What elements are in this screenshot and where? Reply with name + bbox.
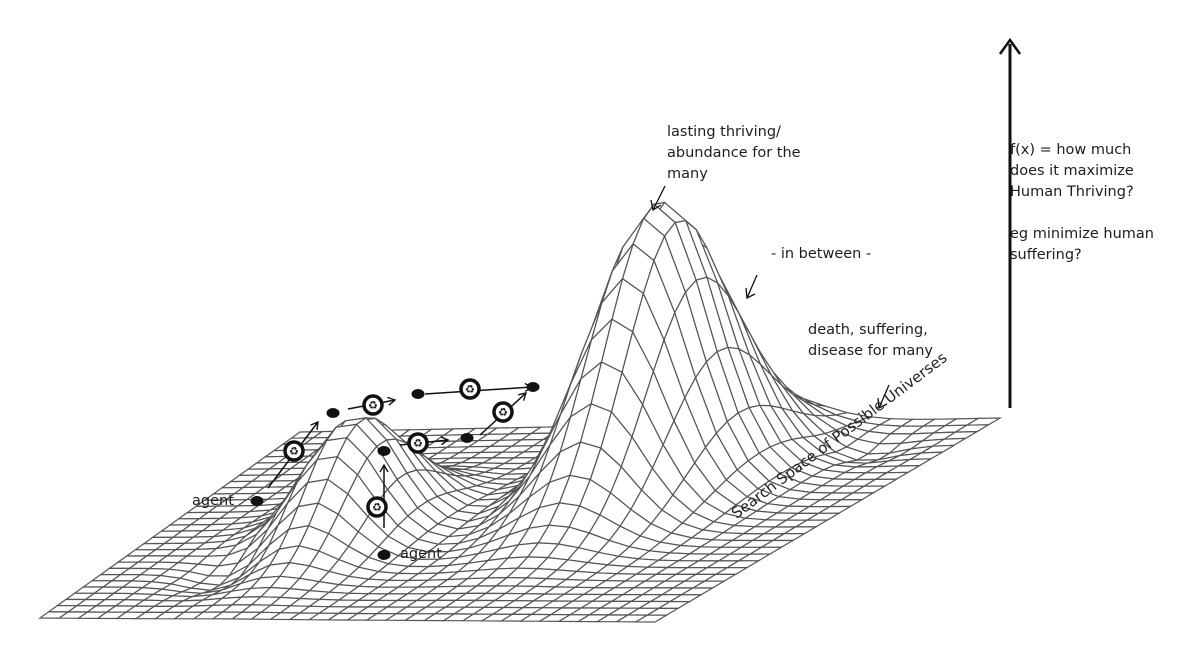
peak-label: lasting thriving/ abundance for the many [667, 124, 801, 182]
recycle-icon [362, 394, 384, 416]
agent-position-dot [326, 408, 340, 418]
agent-paths: ♻ ♻ ♻ ♻ ♻ ♻ [250, 378, 540, 560]
agent-position-dot [526, 382, 540, 392]
landscape-mesh [38, 201, 1003, 623]
in-between-label: - in between - [771, 246, 872, 262]
recycle-glyph: ♻ [289, 445, 299, 458]
peak-pointer-arrow [650, 185, 666, 212]
recycle-icon [283, 440, 305, 462]
recycle-glyph: ♻ [498, 406, 508, 419]
agent-position-dot [250, 496, 264, 506]
agent-label-2: agent [400, 546, 442, 562]
recycle-glyph: ♻ [368, 399, 378, 412]
objective-axis-arrowhead [998, 37, 1022, 55]
agent-position-dot [411, 389, 425, 399]
between-pointer-arrow [745, 274, 758, 300]
recycle-glyph: ♻ [465, 383, 475, 396]
recycle-glyph: ♻ [413, 437, 423, 450]
low-pointer-arrow [877, 384, 890, 410]
mesh-cell [38, 611, 70, 619]
low-region-label: death, suffering, disease for many [808, 322, 934, 359]
recycle-glyph: ♻ [372, 501, 382, 514]
objective-label: f(x) = how much does it maximize Human T… [1010, 140, 1134, 203]
recycle-icon [366, 496, 388, 518]
recycle-icon [459, 378, 481, 400]
agent-position-dot [377, 550, 391, 560]
recycle-icon [407, 432, 429, 454]
agent-position-dot [460, 433, 474, 443]
objective-example-label: eg minimize human suffering? [1010, 226, 1154, 263]
recycle-icon [492, 401, 514, 423]
agent-label-1: agent [192, 493, 234, 509]
agent-position-dot [377, 446, 391, 456]
objective-text: f(x) = how much does it maximize Human T… [1010, 142, 1134, 200]
